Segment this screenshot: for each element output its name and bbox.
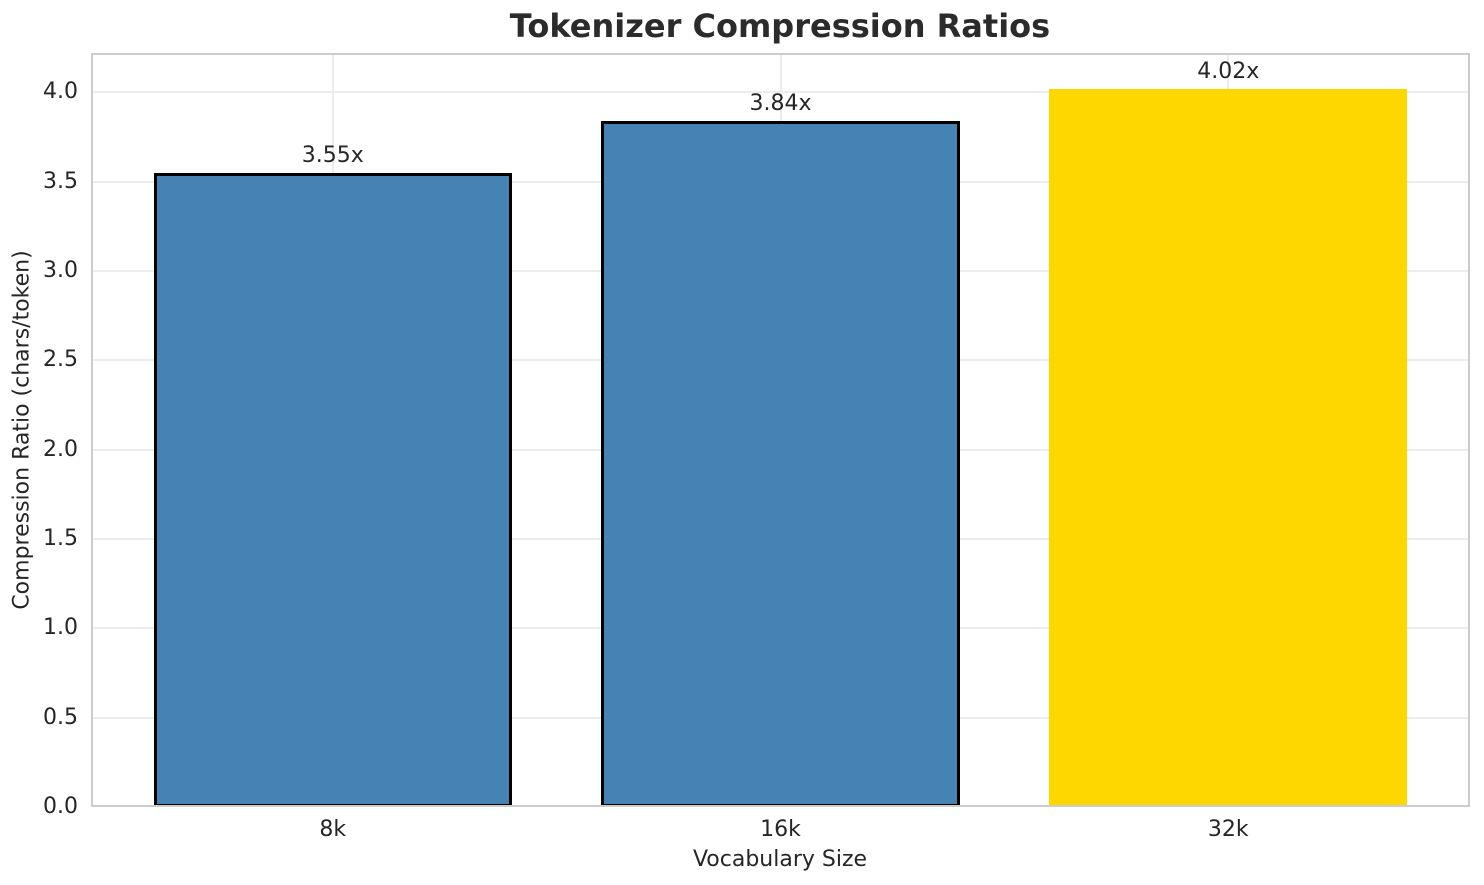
x-tick-label: 32k [1207, 817, 1249, 842]
y-tick-label: 1.0 [43, 615, 78, 641]
y-tick-label: 3.5 [43, 168, 78, 194]
y-tick-label: 4.0 [43, 79, 78, 105]
bar-value-label: 4.02x [1197, 58, 1260, 84]
bar-value-label: 3.84x [749, 91, 812, 117]
bar [601, 121, 960, 807]
bar [1049, 88, 1408, 807]
y-tick-label: 3.0 [43, 258, 78, 284]
x-tick-label: 16k [760, 817, 801, 842]
y-tick-label: 0.5 [43, 704, 78, 730]
bar-value-label: 3.55x [301, 142, 364, 168]
x-tick-label: 8k [319, 817, 347, 842]
y-axis-label: Compression Ratio (chars/token) [9, 250, 35, 610]
chart-title: Tokenizer Compression Ratios [509, 7, 1051, 45]
y-tick-label: 1.5 [43, 526, 78, 552]
y-tick-label: 0.0 [43, 794, 78, 819]
y-tick-label: 2.5 [43, 347, 78, 373]
x-axis-label: Vocabulary Size [692, 847, 868, 872]
y-tick-label: 2.0 [43, 436, 78, 462]
bar [153, 172, 512, 807]
